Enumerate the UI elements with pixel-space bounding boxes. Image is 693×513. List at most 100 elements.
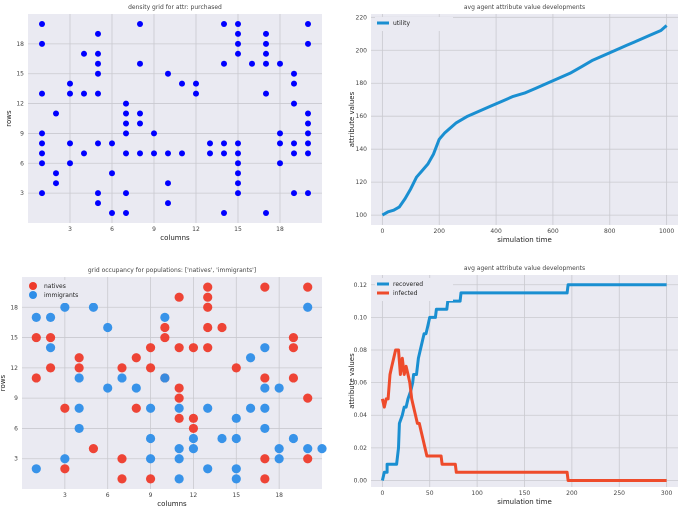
data-point-immigrants [231,464,241,474]
data-point-natives [31,373,41,383]
data-point [305,140,311,147]
x-axis-label: columns [160,234,190,242]
data-point [179,150,185,157]
y-tick-label: 0.08 [354,347,368,354]
data-point-immigrants [60,302,70,312]
data-point [137,20,143,27]
data-point [235,150,241,157]
data-point-natives [174,292,184,302]
data-point-natives [203,292,213,302]
data-point [95,70,101,77]
chart-title: grid occupancy for populations: ['native… [88,267,256,274]
y-tick-label: 100 [356,212,368,219]
data-point-natives [188,413,199,423]
y-tick-label: 12 [16,101,24,108]
data-point-natives [145,343,156,353]
data-point-immigrants [88,302,99,312]
plot-area [371,14,678,225]
data-point-natives [288,373,299,383]
data-point [235,170,241,177]
data-point-natives [303,454,313,464]
legend-box [26,280,104,303]
data-point-natives [145,363,156,373]
data-point-natives [45,363,56,373]
data-point-immigrants [174,444,184,454]
data-point [95,90,101,97]
data-point-immigrants [217,433,227,444]
data-point-immigrants [245,353,256,363]
y-tick-label: 18 [16,41,24,48]
data-point-immigrants [160,373,170,383]
series-line-infected [380,348,667,482]
y-tick-label: 18 [10,304,18,311]
data-point-natives [160,322,170,333]
y-tick-label: 3 [14,456,18,463]
data-point-immigrants [74,403,84,413]
y-tick-label: 140 [356,146,368,153]
data-point-natives [303,282,313,292]
data-point [291,100,297,107]
data-point [221,150,227,157]
data-point-immigrants [45,343,56,353]
data-point [123,150,129,157]
data-point [235,160,241,167]
data-point [207,140,213,147]
data-point-natives [231,363,241,373]
data-point-immigrants [231,413,241,423]
data-point-immigrants [74,423,84,434]
data-point-natives [303,393,313,403]
data-point [305,40,311,47]
data-point-natives [203,343,213,353]
data-point [137,60,143,67]
data-point-immigrants [260,383,270,393]
x-axis-label: columns [157,500,187,508]
data-point [53,180,59,187]
data-point [95,190,101,197]
data-point-natives [260,474,270,484]
data-point-immigrants [274,454,284,464]
data-point-immigrants [203,403,213,413]
data-point-immigrants [288,433,299,444]
y-tick-label: 12 [10,365,18,372]
x-tick-label: 6 [106,492,110,499]
data-point [291,190,297,197]
x-tick-label: 100 [471,490,483,497]
x-tick-label: 200 [566,490,578,497]
y-tick-label: 6 [14,425,18,432]
data-point [123,130,129,137]
y-tick-label: 0.02 [354,445,368,452]
data-point [95,60,101,67]
data-point-natives [117,474,127,484]
data-point [123,110,129,117]
data-point [137,120,143,127]
data-point-natives [260,373,270,383]
data-point-natives [174,343,184,353]
chart-title: avg agent attribute value developments [464,4,585,11]
y-axis-label: attribute values [348,91,356,147]
data-point-immigrants [188,444,199,454]
data-point [95,50,101,57]
data-point-immigrants [31,312,41,322]
data-point [193,80,199,87]
x-tick-label: 9 [149,492,153,499]
data-point [151,130,157,137]
data-point [39,90,45,97]
data-point [165,200,171,207]
plot-area [28,14,322,223]
data-point [277,160,283,167]
data-point [109,170,115,177]
data-point [291,70,297,77]
x-tick-label: 150 [519,490,531,497]
data-point [39,40,45,47]
data-point-natives [174,413,184,423]
data-point-natives [117,454,127,464]
data-point [277,140,283,147]
data-point [137,150,143,157]
data-point [81,90,87,97]
data-point [263,50,269,57]
y-tick-label: 200 [356,47,368,54]
data-point-immigrants [174,403,184,413]
x-tick-label: 50 [426,490,434,497]
data-point [235,180,241,187]
